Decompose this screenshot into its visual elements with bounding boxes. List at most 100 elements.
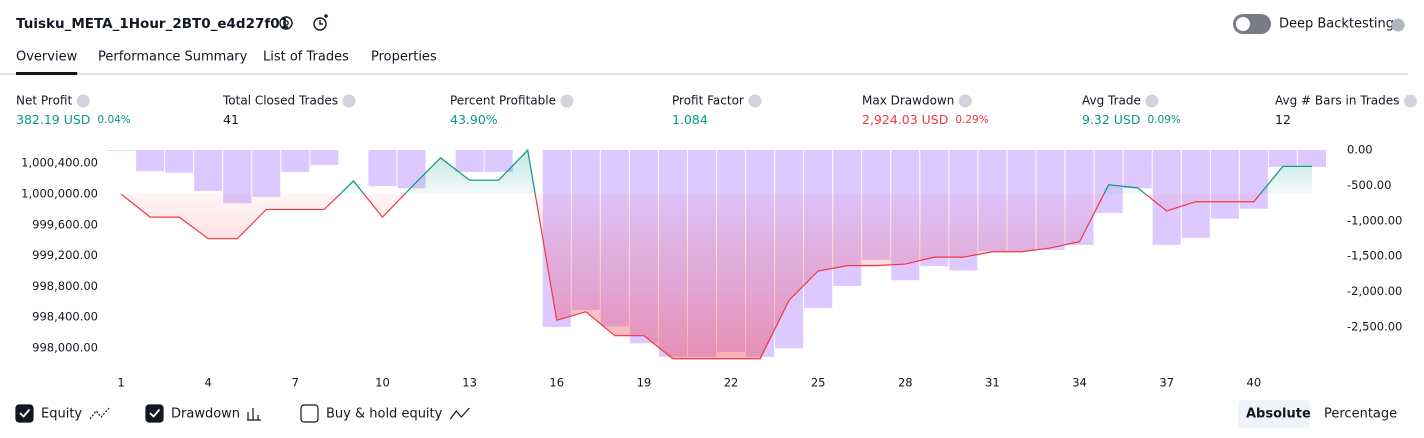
- x-tick-label: 34: [1072, 376, 1087, 390]
- x-tick-label: 31: [985, 376, 1000, 390]
- x-tick-label: 40: [1247, 376, 1262, 390]
- y2-tick-label: -1,000.00: [1347, 213, 1402, 227]
- metric-value-main: 41: [223, 112, 239, 127]
- drawdown-bar: [107, 150, 136, 151]
- y-tick-label: 1,000,400.00: [21, 156, 98, 170]
- drawdown-bar: [1181, 150, 1210, 238]
- checkmark: [149, 408, 161, 418]
- checkbox[interactable]: [300, 404, 319, 423]
- tab[interactable]: Properties: [371, 50, 437, 65]
- button-bg: [1238, 400, 1310, 428]
- metric-label: Net Profit: [16, 94, 72, 108]
- drawdown-bar: [455, 150, 484, 172]
- metric-value-percent: 0.29%: [955, 114, 988, 126]
- metric-value-percent: 0.04%: [97, 114, 130, 126]
- checkbox[interactable]: [15, 404, 34, 423]
- y2-tick-label: -500.00: [1347, 178, 1391, 192]
- drawdown-bar: [136, 150, 165, 172]
- x-tick-label: 19: [637, 376, 652, 390]
- alert-icon[interactable]: [313, 14, 328, 31]
- info-icon[interactable]: [560, 94, 574, 108]
- info-icon[interactable]: [342, 94, 356, 108]
- metric-value: 2,924.03 USD 0.29%: [862, 112, 989, 127]
- drawdown-bar: [1268, 150, 1297, 167]
- metric-value-percent: 0.09%: [1148, 114, 1181, 126]
- metric-label: Avg # Bars in Trades: [1275, 94, 1399, 108]
- drawdown-bar: [484, 150, 513, 172]
- tab-underline: [16, 72, 78, 75]
- y-tick-label: 998,000.00: [32, 340, 98, 354]
- metric-value-main: 1.084: [672, 112, 708, 127]
- x-tick-label: 16: [549, 376, 564, 390]
- x-tick-label: 4: [205, 376, 212, 390]
- metric-label: Total Closed Trades: [222, 94, 338, 108]
- mode-button[interactable]: Absolute: [1246, 407, 1311, 422]
- legend-label: Buy & hold equity: [326, 407, 443, 422]
- legend-icon: [89, 407, 110, 420]
- x-tick-label: 37: [1159, 376, 1174, 390]
- info-icon[interactable]: [1145, 94, 1159, 108]
- toggle-label: Deep Backtesting: [1279, 17, 1394, 32]
- info-icon[interactable]: [1403, 94, 1417, 108]
- drawdown-bar: [368, 150, 397, 187]
- metric-value: 9.32 USD 0.09%: [1082, 112, 1181, 127]
- strategy-title: Tuisku_META_1Hour_2BT0_e4d27f01: [16, 16, 289, 32]
- x-tick-label: 25: [811, 376, 826, 390]
- metric-value-main: 43.90%: [450, 112, 498, 127]
- metric-value-main: 2,924.03 USD: [862, 112, 948, 127]
- drawdown-bar: [1210, 150, 1239, 219]
- x-tick-label: 28: [898, 376, 913, 390]
- settings-icon[interactable]: [279, 16, 293, 30]
- metric-label: Percent Profitable: [450, 94, 556, 108]
- metric-label: Profit Factor: [672, 94, 744, 108]
- y-tick-label: 999,600.00: [32, 217, 98, 231]
- y2-tick-label: -2,000.00: [1347, 284, 1402, 298]
- metric-label: Max Drawdown: [862, 94, 954, 108]
- y-tick-label: 998,400.00: [32, 310, 98, 324]
- metric-value-main: 382.19 USD: [16, 112, 90, 127]
- y2-tick-label: -1,500.00: [1347, 249, 1402, 263]
- x-tick-label: 22: [724, 376, 739, 390]
- y2-tick-label: 0.00: [1347, 143, 1373, 157]
- mode-button[interactable]: Percentage: [1324, 407, 1397, 422]
- legend-label: Equity: [41, 407, 82, 422]
- help-icon[interactable]: [1391, 18, 1405, 32]
- metric-value-main: 12: [1275, 112, 1291, 127]
- drawdown-bar: [194, 150, 223, 192]
- tab[interactable]: List of Trades: [263, 50, 349, 65]
- metric-value: 12: [1275, 112, 1291, 127]
- drawdown-bar: [252, 150, 281, 197]
- legend-label: Drawdown: [171, 407, 240, 422]
- info-icon[interactable]: [76, 94, 90, 108]
- x-tick-label: 10: [375, 376, 390, 390]
- y-tick-label: 998,800.00: [32, 279, 98, 293]
- x-tick-label: 13: [462, 376, 477, 390]
- info-icon[interactable]: [958, 94, 972, 108]
- x-tick-label: 7: [292, 376, 299, 390]
- info-icon[interactable]: [748, 94, 762, 108]
- y-tick-label: 999,200.00: [32, 248, 98, 262]
- legend-icon: [247, 408, 262, 421]
- metric-value-main: 9.32 USD: [1082, 112, 1141, 127]
- metric-value: 382.19 USD 0.04%: [16, 112, 131, 127]
- legend-icon: [449, 407, 470, 420]
- checkmark: [19, 408, 31, 418]
- y2-tick-label: -2,500.00: [1347, 320, 1402, 334]
- y-tick-label: 1,000,000.00: [21, 187, 98, 201]
- drawdown-bar: [1297, 150, 1326, 167]
- metric-value: 43.90%: [450, 112, 498, 127]
- drawdown-bar: [165, 150, 194, 173]
- drawdown-bar: [1123, 150, 1152, 189]
- metric-label: Avg Trade: [1082, 94, 1141, 108]
- metric-value: 41: [223, 112, 239, 127]
- drawdown-bar: [281, 150, 310, 172]
- tab[interactable]: Overview: [16, 50, 78, 65]
- checkbox[interactable]: [145, 404, 164, 423]
- toggle-knob: [1236, 17, 1250, 31]
- equity-line: [120, 148, 1312, 360]
- x-tick-label: 1: [117, 376, 124, 390]
- tab[interactable]: Performance Summary: [98, 50, 248, 65]
- metric-value: 1.084: [672, 112, 708, 127]
